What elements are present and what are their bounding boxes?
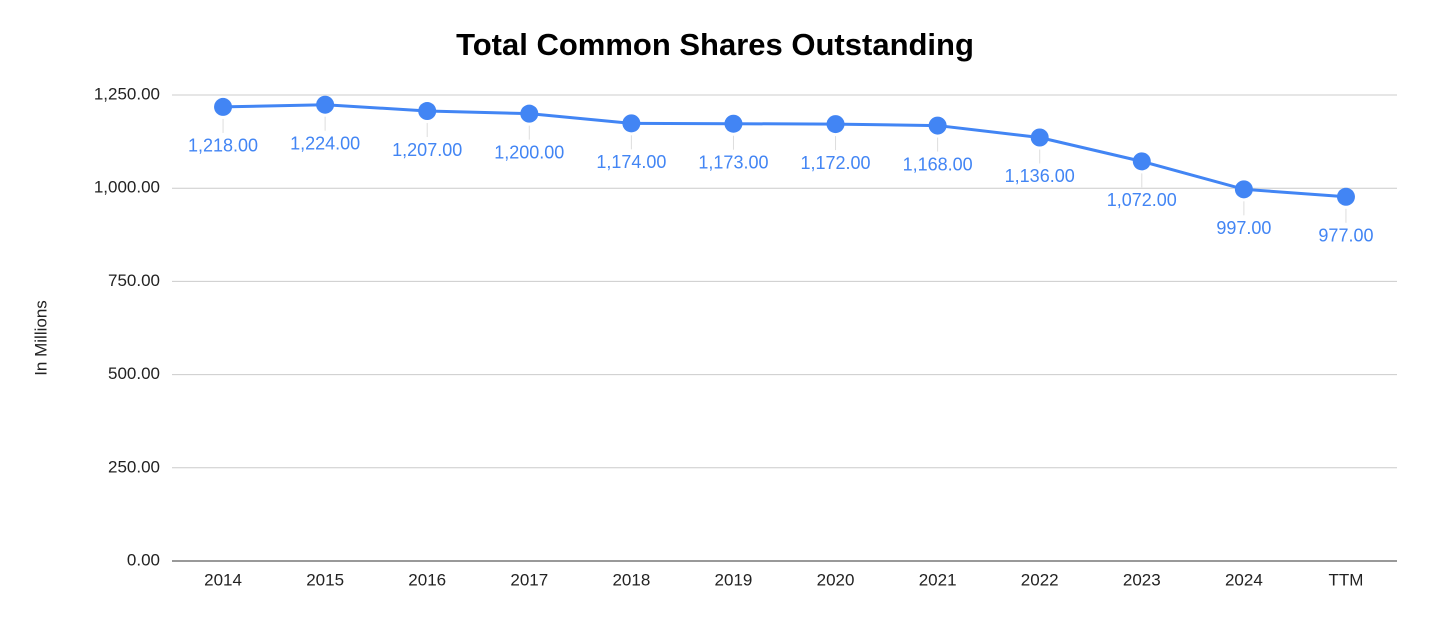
data-label: 1,218.00 <box>188 136 258 156</box>
data-label: 1,174.00 <box>596 152 666 172</box>
x-tick-label: 2015 <box>306 570 344 589</box>
data-label: 977.00 <box>1318 226 1373 246</box>
y-tick-label: 0.00 <box>127 550 160 569</box>
data-label: 1,173.00 <box>698 152 768 172</box>
data-point <box>316 95 335 114</box>
data-label: 997.00 <box>1216 218 1271 238</box>
x-tick-label: 2020 <box>817 570 855 589</box>
data-point <box>1030 128 1049 147</box>
x-tick-label: 2024 <box>1225 570 1263 589</box>
x-tick-label: 2021 <box>919 570 957 589</box>
data-label: 1,172.00 <box>801 153 871 173</box>
data-label: 1,200.00 <box>494 142 564 162</box>
x-tick-label: 2014 <box>204 570 242 589</box>
series-line <box>223 103 1347 199</box>
data-label: 1,168.00 <box>903 154 973 174</box>
data-label: 1,207.00 <box>392 140 462 160</box>
data-point <box>724 114 743 133</box>
data-point <box>826 115 845 134</box>
y-tick-label: 500.00 <box>108 364 160 383</box>
y-tick-label: 1,000.00 <box>94 178 160 197</box>
data-label: 1,136.00 <box>1005 166 1075 186</box>
data-point <box>1336 187 1355 206</box>
data-point <box>418 102 437 121</box>
data-point <box>214 97 233 116</box>
x-tick-label: 2018 <box>612 570 650 589</box>
data-point <box>520 104 539 123</box>
x-tick-label: 2023 <box>1123 570 1161 589</box>
data-label: 1,072.00 <box>1107 190 1177 210</box>
x-tick-label: 2019 <box>715 570 753 589</box>
x-tick-label: 2022 <box>1021 570 1059 589</box>
y-tick-label: 250.00 <box>108 457 160 476</box>
data-point <box>1234 180 1253 199</box>
y-tick-label: 750.00 <box>108 271 160 290</box>
x-tick-label: TTM <box>1328 570 1363 589</box>
x-tick-label: 2017 <box>510 570 548 589</box>
y-axis-label: In Millions <box>31 300 50 376</box>
data-point <box>1132 152 1151 171</box>
data-point <box>928 116 947 135</box>
data-label: 1,224.00 <box>290 133 360 153</box>
chart-title: Total Common Shares Outstanding <box>456 27 974 62</box>
y-tick-label: 1,250.00 <box>94 84 160 103</box>
data-point <box>622 114 641 133</box>
x-tick-label: 2016 <box>408 570 446 589</box>
